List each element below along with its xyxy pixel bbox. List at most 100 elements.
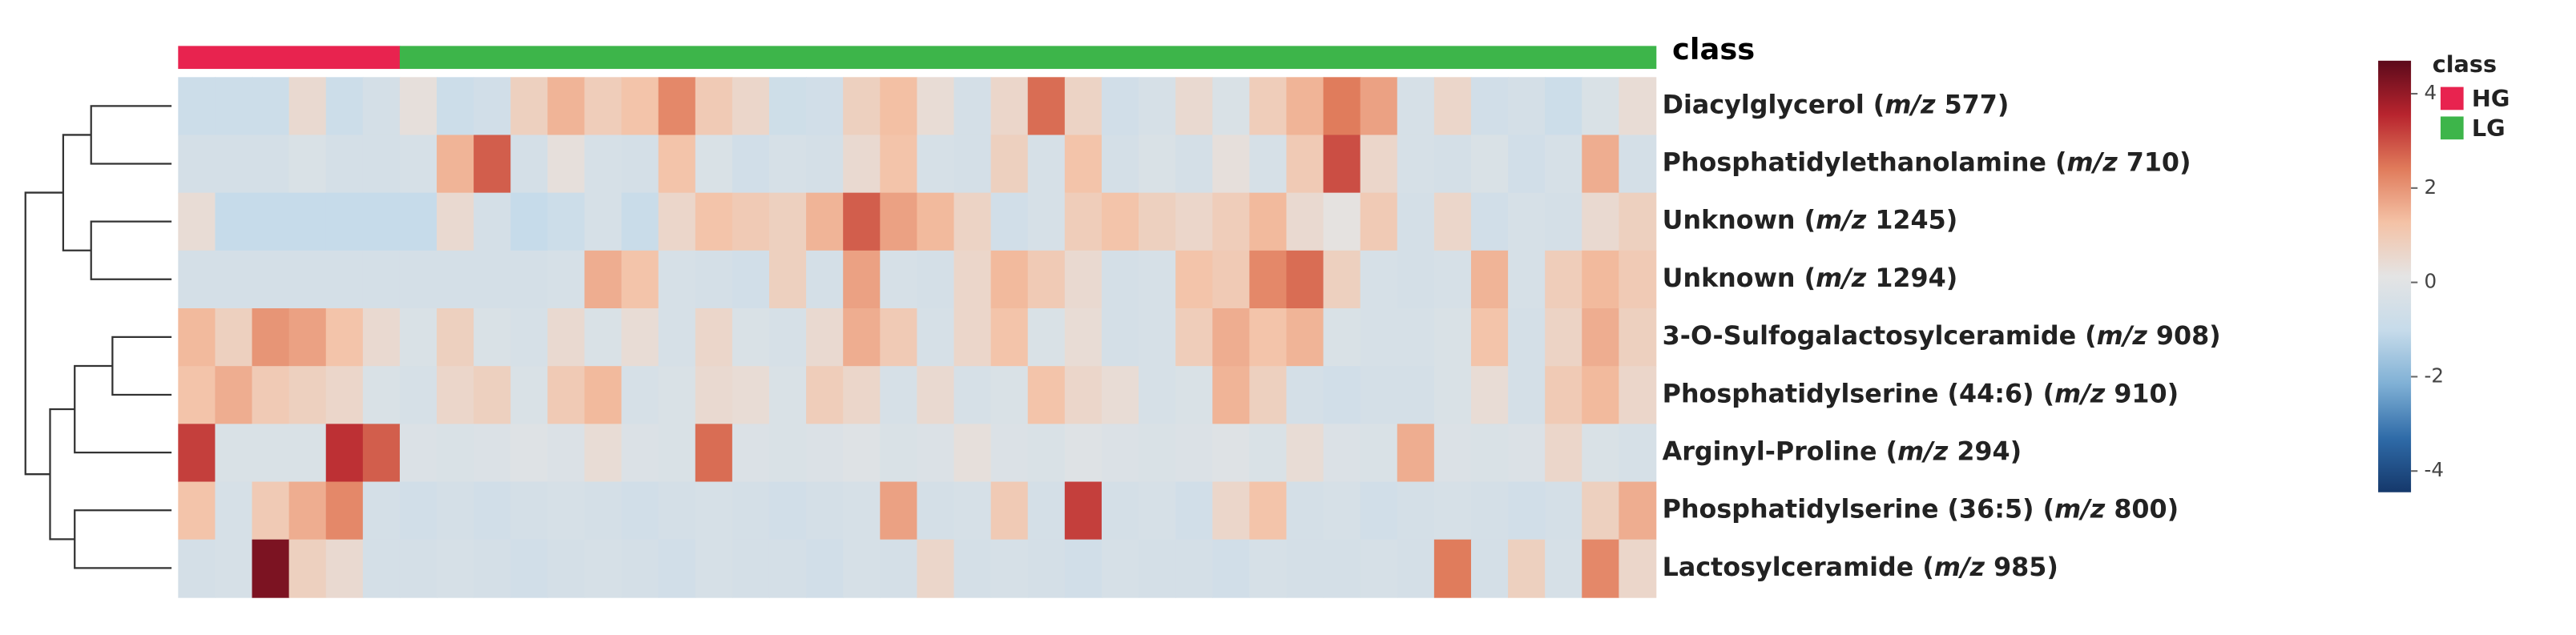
heatmap-cell <box>547 192 586 251</box>
heatmap-cell <box>474 366 512 425</box>
heatmap-cell <box>1323 192 1361 251</box>
colorbar-tick-label: -2 <box>2424 364 2444 387</box>
heatmap-cell <box>843 77 881 136</box>
heatmap-cell <box>1619 539 1657 598</box>
row-label: Phosphatidylethanolamine (m/z 710) <box>1663 149 2191 178</box>
heatmap-cell <box>399 192 437 251</box>
heatmap-cell <box>437 366 474 425</box>
heatmap-cell <box>1249 481 1288 541</box>
heatmap-cell <box>1323 539 1361 598</box>
heatmap-cell <box>252 424 290 483</box>
heatmap-cell <box>252 250 290 309</box>
heatmap-cell <box>1064 135 1103 194</box>
heatmap-cell <box>1470 481 1509 541</box>
heatmap-cell <box>1101 481 1139 541</box>
heatmap-cell <box>178 366 216 425</box>
heatmap-cell <box>768 308 807 367</box>
heatmap-cell <box>1101 250 1139 309</box>
heatmap-cell <box>953 539 992 598</box>
heatmap-cell <box>1397 192 1435 251</box>
heatmap-cell <box>252 77 290 136</box>
heatmap-cell <box>880 424 918 483</box>
heatmap-cell <box>658 77 696 136</box>
heatmap-cell <box>880 77 918 136</box>
heatmap-cell <box>584 481 623 541</box>
heatmap-cell <box>252 481 290 541</box>
heatmap-cell <box>1397 481 1435 541</box>
heatmap-cell <box>621 250 659 309</box>
heatmap-cell <box>1619 308 1657 367</box>
heatmap-cell <box>843 135 881 194</box>
heatmap-cell <box>1139 308 1176 367</box>
heatmap-cell <box>1397 250 1435 309</box>
heatmap-cell <box>1286 308 1324 367</box>
heatmap-cell <box>215 77 253 136</box>
heatmap-cell <box>1064 481 1103 541</box>
heatmap-cell <box>1139 539 1176 598</box>
row-label-part: m/z <box>1885 90 1936 119</box>
row-label-part: Unknown ( <box>1663 207 1816 235</box>
heatmap-cell <box>1027 77 1066 136</box>
heatmap-cell <box>437 135 474 194</box>
heatmap-cell <box>1175 539 1214 598</box>
heatmap-cell <box>917 135 955 194</box>
heatmap-cell <box>1101 308 1139 367</box>
heatmap-cell <box>1582 77 1620 136</box>
heatmap-cell <box>917 192 955 251</box>
row-label-part: 710) <box>2118 149 2191 178</box>
heatmap-cell <box>215 250 253 309</box>
heatmap-cell <box>1286 77 1324 136</box>
heatmap-cell <box>584 539 623 598</box>
heatmap-cell <box>1027 135 1066 194</box>
heatmap-cell <box>510 250 549 309</box>
heatmap-cell <box>1139 192 1176 251</box>
heatmap-cell <box>1323 366 1361 425</box>
heatmap-cell <box>1212 135 1251 194</box>
heatmap-cell <box>1027 308 1066 367</box>
heatmap-cell <box>362 366 401 425</box>
row-label-part: m/z <box>2054 496 2106 524</box>
heatmap-cell <box>1360 77 1398 136</box>
heatmap-cell <box>1508 77 1546 136</box>
heatmap-cell <box>325 366 364 425</box>
heatmap-cell <box>215 135 253 194</box>
heatmap-cell <box>474 308 512 367</box>
heatmap-cell <box>1286 366 1324 425</box>
heatmap-cell <box>1470 77 1509 136</box>
heatmap-cell <box>843 192 881 251</box>
heatmap-cell <box>1545 77 1583 136</box>
heatmap-cell <box>732 366 770 425</box>
heatmap-cell <box>437 539 474 598</box>
heatmap-cell <box>1433 424 1472 483</box>
heatmap-cell <box>658 539 696 598</box>
heatmap-cell <box>1249 135 1288 194</box>
heatmap-cell <box>1064 424 1103 483</box>
heatmap-cell <box>1323 135 1361 194</box>
heatmap-cell <box>843 481 881 541</box>
heatmap-cell <box>621 308 659 367</box>
heatmap-cell <box>1545 481 1583 541</box>
heatmap-cell <box>1027 539 1066 598</box>
heatmap-cell <box>437 250 474 309</box>
heatmap-cell <box>288 77 327 136</box>
heatmap-cell <box>437 424 474 483</box>
heatmap-cell <box>547 308 586 367</box>
heatmap-cell <box>325 308 364 367</box>
heatmap-cell <box>843 250 881 309</box>
heatmap-cell <box>880 366 918 425</box>
heatmap-cell <box>1582 539 1620 598</box>
dendrogram-branches <box>24 105 172 569</box>
heatmap-cell <box>917 481 955 541</box>
row-label-part: 985) <box>1985 553 2058 582</box>
heatmap-cell <box>325 77 364 136</box>
heatmap-cell <box>621 135 659 194</box>
heatmap-cell <box>474 539 512 598</box>
heatmap-cell <box>843 308 881 367</box>
heatmap-cell <box>510 481 549 541</box>
heatmap-cell <box>1175 135 1214 194</box>
heatmap-cell <box>1397 308 1435 367</box>
heatmap-cell <box>1323 250 1361 309</box>
heatmap-cell <box>474 77 512 136</box>
heatmap-cell <box>547 77 586 136</box>
row-label-part: m/z <box>2054 380 2106 408</box>
